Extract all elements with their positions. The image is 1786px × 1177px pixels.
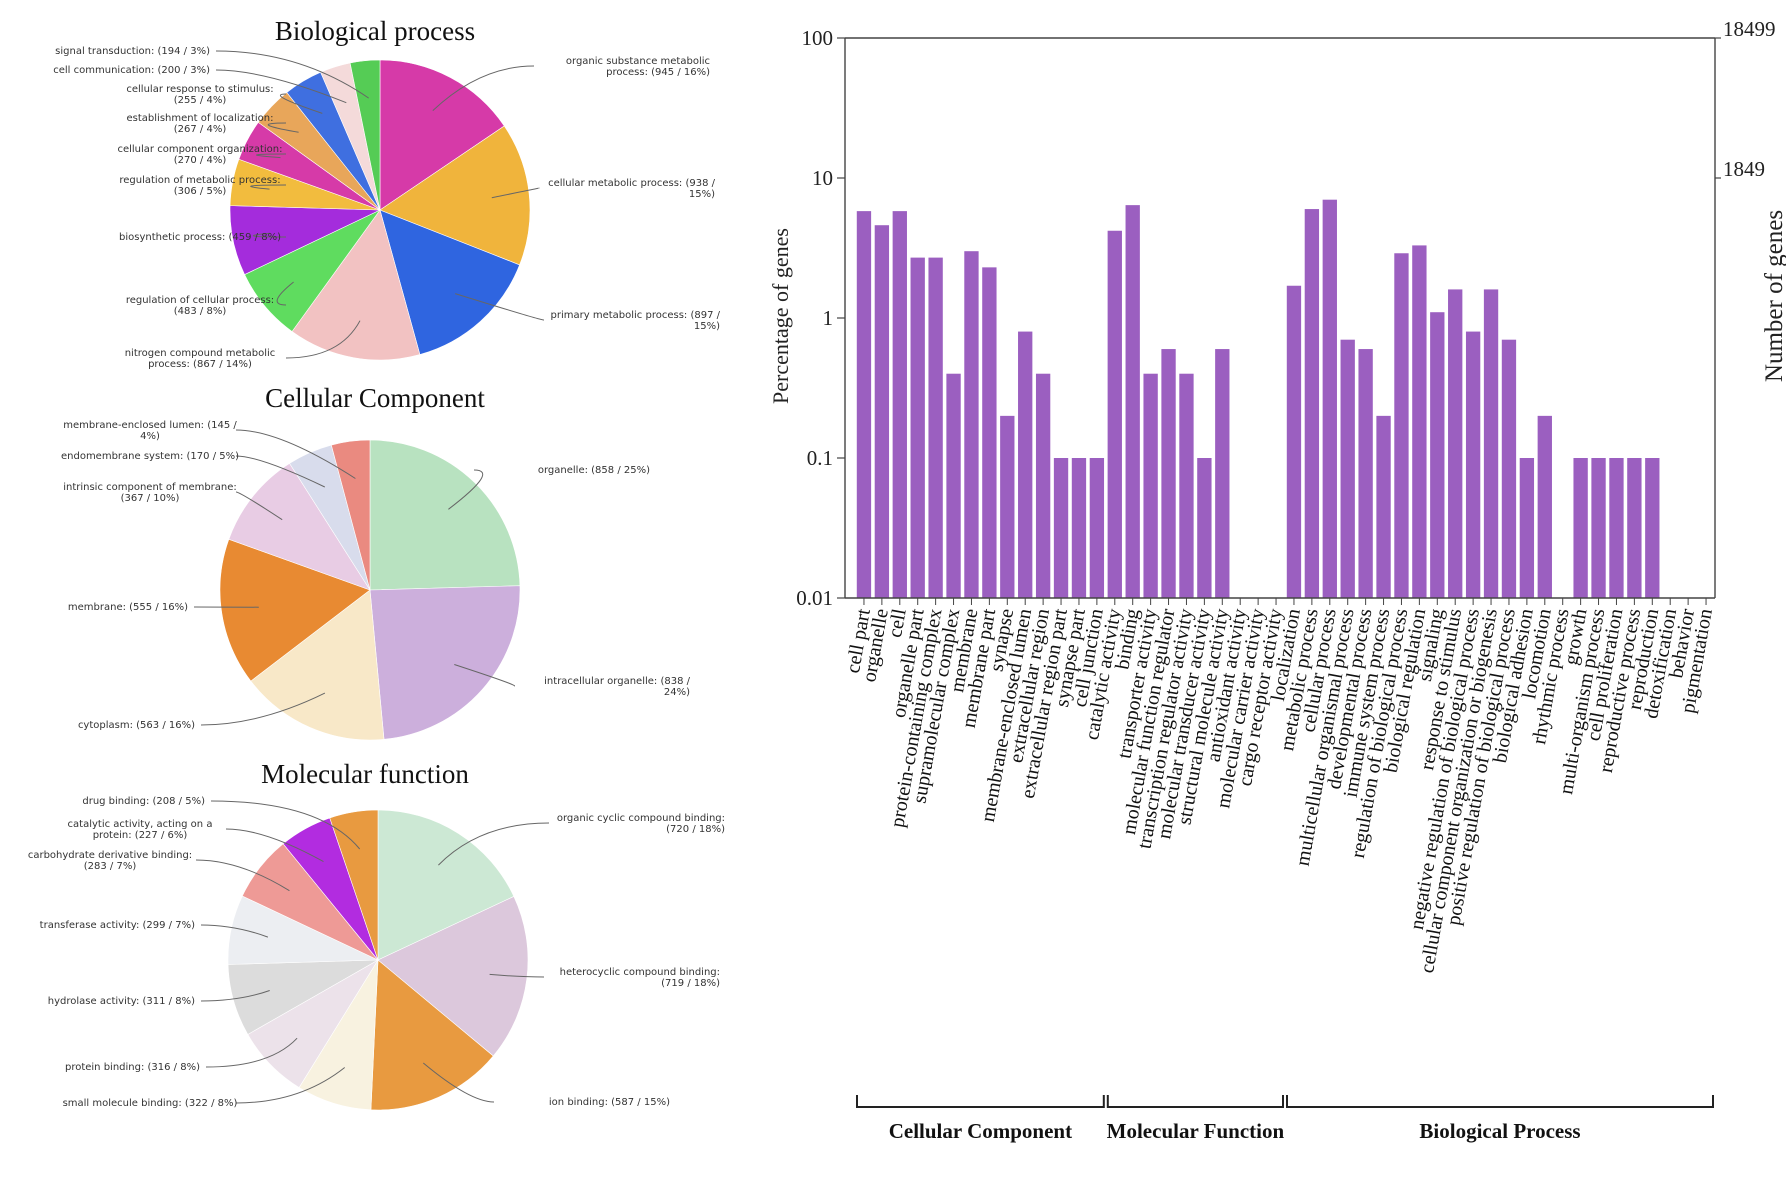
- bar-cell-part: [857, 211, 871, 598]
- bar-multicellular-organismal-process: [1341, 340, 1355, 598]
- bar-reproductive-process: [1627, 458, 1641, 598]
- pie-label-biosynthetic-process: biosynthetic process: (459 / 8%): [119, 232, 281, 243]
- y-tick-label: 1: [823, 306, 834, 330]
- pie-slice-intracellular-organelle: [370, 586, 520, 740]
- bar-positive-regulation-of-biological-process: [1502, 340, 1516, 598]
- bar-molecular-transducer-activity: [1197, 458, 1211, 598]
- pie-label-small-molecule-binding: small molecule binding: (322 / 8%): [63, 1098, 238, 1109]
- pie-label-cellular-metabolic-process: cellular metabolic process: (938 /15%): [548, 178, 716, 200]
- bar-cell-proliferation: [1609, 458, 1623, 598]
- y-tick-label: 0.01: [796, 586, 833, 610]
- pie-label-hydrolase-activity: hydrolase activity: (311 / 8%): [48, 996, 195, 1007]
- bar-metabolic-process: [1305, 209, 1319, 598]
- bar-binding: [1126, 205, 1140, 598]
- bar-growth: [1573, 458, 1587, 598]
- y-axis-title: Percentage of genes: [768, 228, 793, 404]
- group-label-cellular-component: Cellular Component: [889, 1119, 1072, 1143]
- pie-cellular-component: Cellular Component organelle: (858 / 25%)…: [61, 383, 691, 740]
- bar-cellular-process: [1323, 200, 1337, 598]
- group-label-biological-process: Biological Process: [1419, 1119, 1580, 1143]
- bar-organelle: [875, 225, 889, 598]
- bar-transporter-activity: [1143, 374, 1157, 598]
- pie-label-carbohydrate-derivative-binding: carbohydrate derivative binding:(283 / 7…: [28, 850, 192, 872]
- pie-charts: Biological process organic substance meta…: [28, 16, 725, 1110]
- bar-reproduction: [1645, 458, 1659, 598]
- pie-label-organic-cyclic-compound-binding: organic cyclic compound binding:(720 / 1…: [557, 813, 725, 835]
- pie-label-primary-metabolic-process: primary metabolic process: (897 /15%): [551, 310, 721, 332]
- bar-localization: [1287, 286, 1301, 598]
- y-tick-label: 100: [802, 26, 834, 50]
- pie-label-establishment-of-localization: establishment of localization:(267 / 4%): [127, 113, 274, 135]
- pie-label-protein-binding: protein binding: (316 / 8%): [65, 1062, 200, 1073]
- y-tick-label: 0.1: [807, 446, 833, 470]
- pie-label-intracellular-organelle: intracellular organelle: (838 /24%): [544, 676, 690, 698]
- pie-label-intrinsic-component-of-membrane: intrinsic component of membrane:(367 / 1…: [63, 482, 237, 504]
- pie-label-organelle: organelle: (858 / 25%): [538, 465, 650, 476]
- bar-catalytic-activity: [1108, 231, 1122, 598]
- group-bracket-biological-process: [1287, 1095, 1713, 1107]
- bar-negative-regulation-of-biological-process: [1466, 332, 1480, 598]
- bar-protein-containing-complex: [928, 258, 942, 598]
- pie-label-regulation-of-cellular-process: regulation of cellular process:(483 / 8%…: [126, 295, 274, 317]
- pie-slice-organelle: [370, 440, 520, 590]
- pie-label-cytoplasm: cytoplasm: (563 / 16%): [78, 720, 195, 731]
- pie-title: Cellular Component: [265, 383, 485, 413]
- pie-label-signal-transduction: signal transduction: (194 / 3%): [55, 46, 210, 57]
- pie-label-membrane: membrane: (555 / 16%): [68, 602, 188, 613]
- pie-label-membrane-enclosed-lumen: membrane-enclosed lumen: (145 /4%): [63, 420, 237, 442]
- pie-label-transferase-activity: transferase activity: (299 / 7%): [40, 920, 195, 931]
- bar-immune-system-process: [1376, 416, 1390, 598]
- pie-label-ion-binding: ion binding: (587 / 15%): [549, 1097, 670, 1108]
- bar-supramolecular-complex: [946, 374, 960, 598]
- bar-cell: [893, 211, 907, 598]
- pie-title: Biological process: [275, 16, 475, 46]
- pie-label-drug-binding: drug binding: (208 / 5%): [82, 796, 205, 807]
- bar-developmental-process: [1358, 349, 1372, 598]
- bar-membrane: [964, 251, 978, 598]
- pie-label-endomembrane-system: endomembrane system: (170 / 5%): [61, 451, 239, 462]
- pie-molecular-function: Molecular function organic cyclic compoun…: [28, 759, 725, 1110]
- pie-label-cellular-response-to-stimulus: cellular response to stimulus:(255 / 4%): [126, 84, 273, 106]
- right-tick-label: 1849: [1723, 157, 1765, 181]
- bar-synapse-part: [1072, 458, 1086, 598]
- bar-organelle-part: [911, 258, 925, 598]
- bar-cellular-component-organization-or-biogenesis: [1484, 289, 1498, 598]
- bar-signaling: [1430, 312, 1444, 598]
- group-bracket-molecular-function: [1108, 1095, 1283, 1107]
- bar-cell-junction: [1090, 458, 1104, 598]
- bar-multi-organism-process: [1591, 458, 1605, 598]
- bar-extracellular-region-part: [1054, 458, 1068, 598]
- bar-membrane-part: [982, 267, 996, 598]
- bar-transcription-regulator-activity: [1179, 374, 1193, 598]
- bar-response-to-stimulus: [1448, 289, 1462, 598]
- bar-locomotion: [1538, 416, 1552, 598]
- bar-biological-adhesion: [1520, 458, 1534, 598]
- bar-extracellular-region: [1036, 374, 1050, 598]
- y-tick-label: 10: [812, 166, 833, 190]
- bar-chart: 0.01 0.1 1 10 100 1849 18499 Percentage of gene…: [768, 17, 1786, 1143]
- right-tick-label: 18499: [1723, 17, 1776, 41]
- pie-label-heterocyclic-compound-binding: heterocyclic compound binding:(719 / 18%…: [560, 967, 720, 989]
- pie-biological-process: Biological process organic substance meta…: [53, 16, 720, 370]
- bar-biological-regulation: [1412, 245, 1426, 598]
- group-label-molecular-function: Molecular Function: [1107, 1119, 1285, 1143]
- bar-molecular-function-regulator: [1161, 349, 1175, 598]
- bar-structural-molecule-activity: [1215, 349, 1229, 598]
- group-bracket-cellular-component: [857, 1095, 1104, 1107]
- bar-synapse: [1000, 416, 1014, 598]
- bar-regulation-of-biological-process: [1394, 253, 1408, 598]
- pie-title: Molecular function: [261, 759, 469, 789]
- y-axis-right-title: Number of genes: [1761, 210, 1786, 382]
- bar-membrane-enclosed-lumen: [1018, 332, 1032, 598]
- pie-label-cell-communication: cell communication: (200 / 3%): [53, 65, 210, 76]
